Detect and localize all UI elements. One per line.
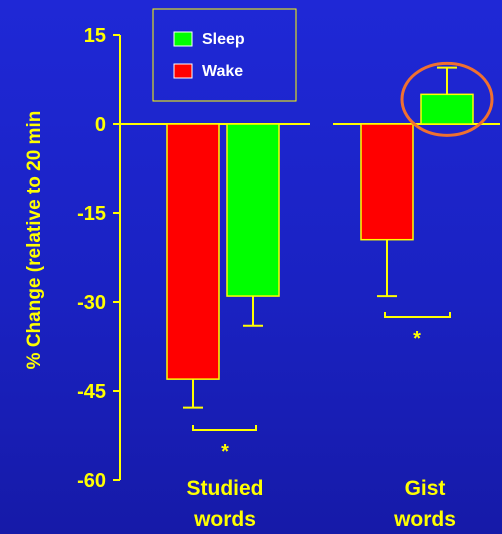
bar-gist-sleep (420, 93, 474, 125)
category-label-studied: Studied words (187, 477, 264, 531)
legend-box (152, 8, 297, 102)
legend: Sleep Wake (152, 8, 297, 102)
significance-bracket-gist (384, 312, 451, 318)
y-tick-label: -45 (77, 381, 106, 403)
significance-star-gist: * (413, 328, 421, 350)
legend-label-wake: Wake (202, 63, 243, 80)
legend-swatch-wake (173, 63, 193, 79)
significance-star-studied: * (221, 441, 229, 463)
y-axis-label: % Change (relative to 20 min (24, 111, 45, 370)
category-label-studied-line2: words (193, 508, 256, 531)
labels-layer: 15 0 -15 -30 -45 -60 (77, 25, 106, 492)
significance-bracket-studied (192, 425, 257, 431)
highlight-circle (400, 61, 494, 137)
y-tick-label: 0 (95, 114, 106, 136)
y-tick-label: 15 (84, 25, 106, 47)
category-label-gist-line1: Gist (405, 477, 446, 500)
y-tick-label: -15 (77, 203, 106, 225)
category-label-gist: Gist words (393, 477, 456, 531)
bar-studied-sleep (226, 123, 280, 297)
legend-label-sleep: Sleep (202, 31, 245, 48)
y-tick-label: -30 (77, 292, 106, 314)
bar-gist-wake (360, 123, 414, 241)
bar-studied-wake (166, 123, 220, 380)
bars-layer (166, 61, 494, 409)
category-label-studied-line1: Studied (187, 477, 264, 500)
category-label-gist-line2: words (393, 508, 456, 531)
legend-swatch-sleep (173, 31, 193, 47)
y-tick-label: -60 (77, 470, 106, 492)
